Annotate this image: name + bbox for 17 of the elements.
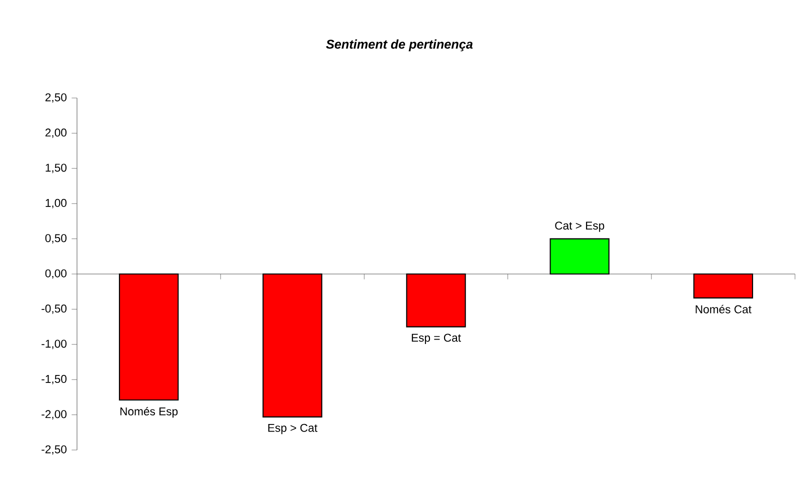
y-tick-label: -1,00 (42, 340, 67, 350)
y-tick-label: 2,50 (45, 93, 67, 103)
y-tick-label: -2,50 (42, 445, 67, 455)
y-tick-label: -2,00 (42, 410, 67, 420)
chart-title: Sentiment de pertinença (326, 39, 473, 52)
x-tick-label: Només Cat (696, 304, 752, 314)
y-tick-label: 1,00 (46, 198, 67, 208)
y-tick-label: 0,00 (45, 269, 67, 279)
y-tick-label: 1,50 (46, 164, 67, 174)
y-tick-label: 2,00 (45, 128, 67, 138)
x-tick-label: Esp > Cat (268, 424, 318, 434)
y-tick-label: 0,50 (45, 234, 67, 244)
x-tick-label: Cat > Esp (555, 222, 604, 232)
x-tick-label: Només Esp (120, 406, 178, 418)
x-tick-label: Esp = Cat (412, 334, 461, 344)
y-tick-label: -1,50 (42, 374, 67, 384)
y-tick-label: -0,50 (42, 304, 67, 314)
